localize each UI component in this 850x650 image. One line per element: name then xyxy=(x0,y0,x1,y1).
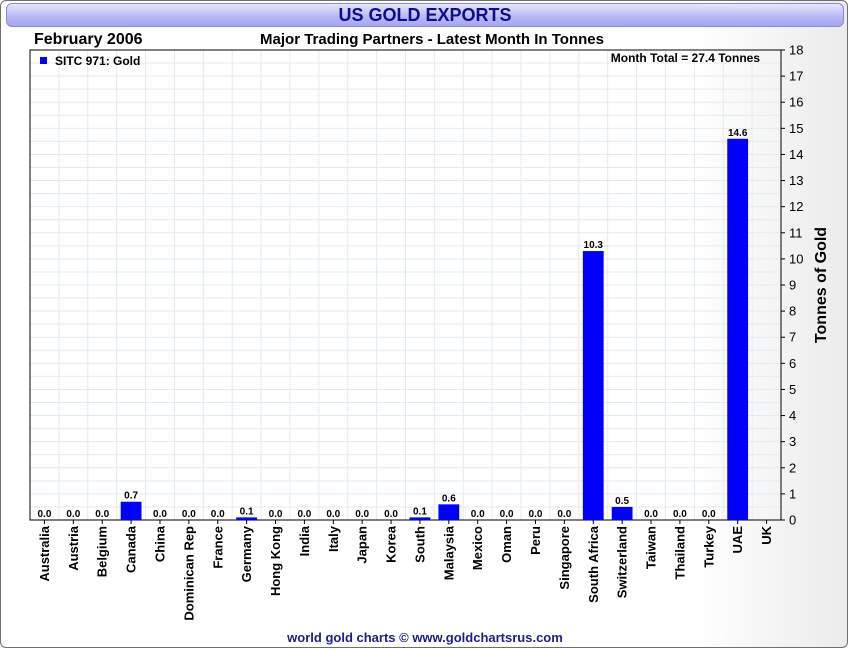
x-tick-label: Thailand xyxy=(672,526,687,580)
data-label: 0.0 xyxy=(355,509,369,520)
data-label: 0.7 xyxy=(124,491,138,502)
x-tick-label: Canada xyxy=(124,525,139,573)
legend-label: SITC 971: Gold xyxy=(55,54,140,68)
x-tick-label: Singapore xyxy=(557,526,572,590)
x-tick-label: UK xyxy=(759,525,774,544)
y-tick-label: 12 xyxy=(789,199,803,214)
x-tick-label: South xyxy=(412,526,427,563)
x-tick-label: South Africa xyxy=(586,525,601,603)
y-tick-label: 0 xyxy=(789,513,796,528)
y-tick-label: 17 xyxy=(789,69,803,84)
data-label: 0.0 xyxy=(471,509,485,520)
data-label: 14.6 xyxy=(728,128,748,139)
y-tick-label: 10 xyxy=(789,251,803,266)
data-label: 0.0 xyxy=(66,509,80,520)
bar-south xyxy=(409,517,431,520)
y-axis-title: Tonnes of Gold xyxy=(813,227,830,343)
data-label: 0.0 xyxy=(384,509,398,520)
data-label: 0.0 xyxy=(500,509,514,520)
x-tick-label: Switzerland xyxy=(615,526,630,598)
data-label: 0.0 xyxy=(297,509,311,520)
x-tick-label: Hong Kong xyxy=(268,526,283,596)
y-tick-label: 18 xyxy=(789,43,803,58)
data-label: 0.0 xyxy=(95,509,109,520)
y-tick-label: 6 xyxy=(789,356,796,371)
data-label: 0.0 xyxy=(673,509,687,520)
data-label: 0.0 xyxy=(269,509,283,520)
x-tick-label: Korea xyxy=(384,525,399,563)
chart-subtitle: Major Trading Partners - Latest Month In… xyxy=(260,31,604,48)
data-label: 0.6 xyxy=(442,493,456,504)
data-label: 0.0 xyxy=(557,509,571,520)
x-tick-label: Japan xyxy=(355,526,370,564)
bar-germany xyxy=(236,517,258,520)
chart-title: US GOLD EXPORTS xyxy=(6,3,844,27)
y-tick-label: 3 xyxy=(789,434,796,449)
y-tick-label: 2 xyxy=(789,460,796,475)
chart-date: February 2006 xyxy=(34,31,143,48)
data-label: 10.3 xyxy=(584,240,604,251)
bars-layer xyxy=(120,138,749,521)
data-label: 0.0 xyxy=(702,509,716,520)
legend: SITC 971: Gold xyxy=(40,54,140,68)
x-axis: Australia Austria Belgium Canada China Domini… xyxy=(37,520,774,621)
grid-layer xyxy=(30,49,781,521)
x-tick-label: Germany xyxy=(239,525,254,582)
bar-malaysia xyxy=(438,504,460,520)
labels-layer: 0.0 0.0 0.0 0.7 0.0 0.0 0.0 0.1 0.0 0.0 0.0 0.0 0.0 0… xyxy=(37,128,747,520)
x-tick-label: Oman xyxy=(499,526,514,563)
y-tick-label: 11 xyxy=(789,225,803,240)
y-tick-label: 4 xyxy=(789,408,796,423)
bar-canada xyxy=(120,501,142,520)
x-tick-label: UAE xyxy=(730,526,745,554)
x-tick-label: China xyxy=(152,525,167,562)
data-label: 0.0 xyxy=(182,509,196,520)
y-tick-label: 8 xyxy=(789,304,796,319)
y-tick-label: 15 xyxy=(789,121,803,136)
y-tick-label: 9 xyxy=(789,278,796,293)
x-tick-label: Dominican Rep xyxy=(181,526,196,621)
y-tick-label: 13 xyxy=(789,173,803,188)
data-label: 0.0 xyxy=(529,509,543,520)
x-tick-label: Australia xyxy=(37,525,52,581)
bar-uae xyxy=(727,138,749,520)
bar-switzerland xyxy=(611,506,633,520)
y-tick-label: 16 xyxy=(789,95,803,110)
data-label: 0.1 xyxy=(240,506,254,517)
x-tick-label: Italy xyxy=(326,525,341,552)
x-tick-label: Taiwan xyxy=(644,526,659,569)
y-tick-label: 14 xyxy=(789,147,803,162)
x-tick-label: Austria xyxy=(66,525,81,571)
legend-swatch xyxy=(40,57,47,64)
footer-credit: world gold charts © www.goldchartsrus.co… xyxy=(287,630,563,645)
data-label: 0.5 xyxy=(615,496,629,507)
data-label: 0.0 xyxy=(211,509,225,520)
y-tick-label: 7 xyxy=(789,330,796,345)
data-label: 0.0 xyxy=(37,509,51,520)
x-tick-label: Belgium xyxy=(95,526,110,577)
x-tick-label: Malaysia xyxy=(441,525,456,580)
data-label: 0.0 xyxy=(153,509,167,520)
y-tick-label: 5 xyxy=(789,382,796,397)
x-tick-label: France xyxy=(210,526,225,569)
x-tick-label: India xyxy=(297,525,312,556)
data-label: 0.1 xyxy=(413,506,427,517)
bar-south-africa xyxy=(582,251,604,521)
x-tick-label: Mexico xyxy=(470,526,485,570)
x-tick-label: Peru xyxy=(528,526,543,555)
data-label: 0.0 xyxy=(644,509,658,520)
y-tick-label: 1 xyxy=(789,486,796,501)
x-tick-label: Turkey xyxy=(701,525,716,567)
month-total-annotation: Month Total = 27.4 Tonnes xyxy=(611,51,761,65)
data-label: 0.0 xyxy=(326,509,340,520)
